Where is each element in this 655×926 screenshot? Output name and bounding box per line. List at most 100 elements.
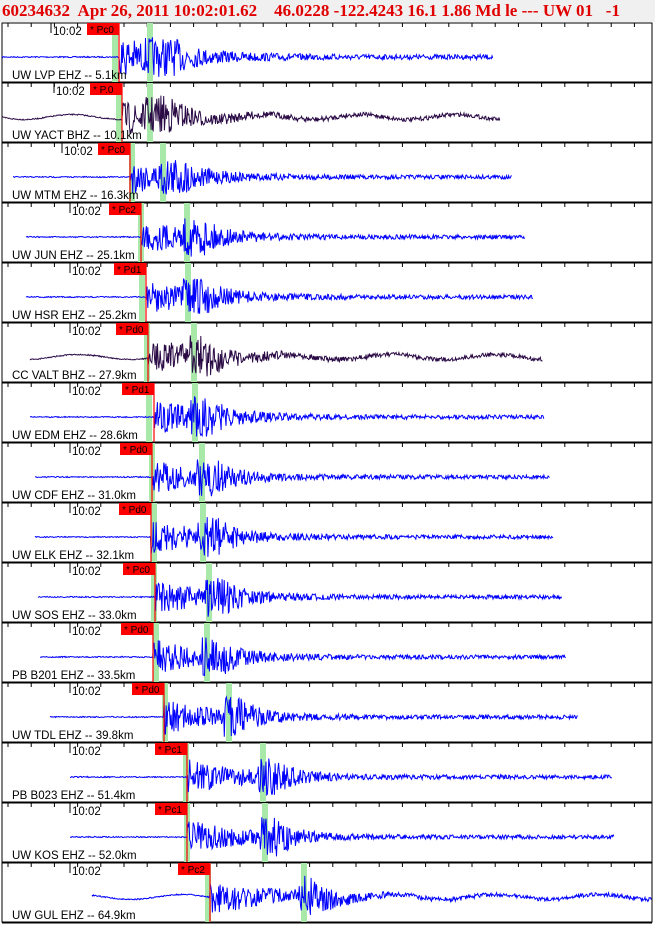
pick-label: * Pd1	[125, 385, 150, 396]
pick-label: * Pc1	[158, 805, 182, 816]
p-window-marker	[116, 83, 122, 142]
pick-label: * Pd0	[122, 505, 147, 516]
waveform-line	[34, 459, 550, 497]
trace-panel[interactable]: 10:02 * Pc0 UW SOS EHZ -- 33.0km	[1, 562, 653, 624]
p-window-marker	[205, 863, 211, 922]
s-window-marker	[147, 23, 153, 82]
panel-frame	[1, 502, 653, 563]
pick-flag[interactable]	[155, 803, 187, 815]
pick-flag[interactable]	[132, 683, 164, 695]
pick-label: * Pc2	[181, 865, 205, 876]
trace-panel[interactable]: 10:02 * Pc1 PB B023 EHZ -- 51.4km	[1, 742, 653, 804]
trace-panel[interactable]: 10:02 * Pd0 UW TDL EHZ -- 39.8km	[1, 682, 653, 744]
trace-panel[interactable]: 10:02 * Pd1 UW EDM EHZ -- 28.6km	[1, 382, 653, 444]
station-label: PB B023 EHZ -- 51.4km	[12, 790, 135, 802]
pick-label: * Pc0	[126, 565, 150, 576]
trace-panel[interactable]: 10:02 * Pd0 PB B201 EHZ -- 33.5km	[1, 622, 653, 684]
panel-frame	[1, 802, 653, 863]
station-label: UW ELK EHZ -- 32.1km	[12, 550, 134, 562]
station-label: UW KOS EHZ -- 52.0km	[12, 850, 137, 862]
pick-flag[interactable]	[121, 623, 153, 635]
waveform-line	[1, 95, 501, 135]
pick-flag[interactable]	[178, 863, 210, 875]
trace-panel[interactable]: 10:02 * Pd0 CC VALT BHZ -- 27.9km	[1, 322, 653, 384]
time-label: 10:02	[56, 86, 85, 98]
waveform-line	[25, 218, 525, 257]
station-label: UW JUN EHZ -- 25.1km	[12, 250, 135, 262]
pick-flag[interactable]	[155, 743, 187, 755]
s-window-marker	[160, 143, 166, 202]
time-label: 10:02	[72, 866, 101, 878]
time-label: 10:02	[53, 26, 82, 38]
waveform-line	[37, 577, 563, 617]
pick-label: * Pc0	[90, 25, 114, 36]
station-label: PB B201 EHZ -- 33.5km	[12, 670, 135, 682]
seismogram-panels: 10:02 * Pc0 UW LVP EHZ -- 5.1km 10:02 * P.0 U…	[1, 22, 653, 924]
pick-label: * Pd0	[123, 445, 148, 456]
pick-label: * Pc2	[112, 205, 136, 216]
p-window-marker	[146, 383, 152, 442]
pick-flag[interactable]	[90, 83, 122, 95]
waveform-line	[49, 695, 578, 737]
pick-label: * Pd0	[135, 685, 160, 696]
trace-panel[interactable]: 10:02 * Pd0 UW CDF EHZ -- 31.0km	[1, 442, 653, 504]
pick-flag[interactable]	[120, 443, 152, 455]
trace-panel[interactable]: 10:02 * Pc2 UW JUN EHZ -- 25.1km	[1, 202, 653, 264]
time-label: 10:02	[64, 146, 93, 158]
time-label: 10:02	[72, 446, 101, 458]
time-label: 10:02	[72, 506, 101, 518]
pick-label: * Pd0	[124, 625, 149, 636]
panel-frame	[1, 682, 653, 743]
time-label: 10:02	[72, 806, 101, 818]
pick-label: * Pc0	[101, 145, 125, 156]
waveform-line	[69, 758, 613, 796]
p-window-marker	[112, 23, 118, 82]
station-label: UW LVP EHZ -- 5.1km	[12, 70, 127, 82]
station-label: UW YACT BHZ -- 10.1km	[12, 130, 142, 142]
waveform-line	[40, 637, 566, 677]
trace-panel[interactable]: 10:02 * P.0 UW YACT BHZ -- 10.1km	[1, 82, 653, 144]
pick-flag[interactable]	[119, 503, 151, 515]
trace-panel[interactable]: 10:02 * Pd0 UW ELK EHZ -- 32.1km	[1, 502, 653, 564]
station-label: UW SOS EHZ -- 33.0km	[12, 610, 137, 622]
station-label: CC VALT BHZ -- 27.9km	[12, 370, 137, 382]
s-window-marker	[184, 203, 190, 262]
station-label: UW GUL EHZ -- 64.9km	[12, 910, 136, 922]
pick-flag[interactable]	[98, 143, 130, 155]
p-window-marker	[151, 563, 157, 622]
time-label: 10:02	[72, 206, 101, 218]
pick-flag[interactable]	[116, 323, 148, 335]
pick-flag[interactable]	[114, 263, 146, 275]
panel-frame	[1, 322, 653, 383]
trace-panel[interactable]: 10:02 * Pc2 UW GUL EHZ -- 64.9km	[1, 862, 653, 924]
pick-flag[interactable]	[87, 23, 119, 35]
trace-panel[interactable]: 10:02 * Pd1 UW HSR EHZ -- 25.2km	[1, 262, 653, 324]
waveform-line	[70, 817, 615, 857]
p-window-marker	[129, 143, 135, 202]
waveform-line	[29, 395, 545, 438]
waveform-line	[13, 160, 512, 195]
time-label: 10:02	[72, 746, 101, 758]
time-label: 10:02	[72, 386, 101, 398]
s-window-marker	[199, 443, 205, 502]
pick-label: * Pc1	[158, 745, 182, 756]
p-window-marker	[144, 323, 150, 382]
trace-panel[interactable]: 10:02 * Pc0 UW MTM EHZ -- 16.3km	[1, 142, 653, 204]
time-label: 10:02	[72, 566, 101, 578]
pick-flag[interactable]	[122, 383, 154, 395]
pick-flag[interactable]	[109, 203, 141, 215]
panel-frame	[1, 562, 653, 623]
waveform-line	[25, 278, 533, 314]
trace-panel[interactable]: 10:02 * Pc0 UW LVP EHZ -- 5.1km	[1, 22, 653, 84]
p-window-marker	[162, 683, 168, 742]
panel-frame	[1, 442, 653, 503]
time-label: 10:02	[72, 266, 101, 278]
s-window-marker	[191, 323, 197, 382]
pick-label: * Pd0	[119, 325, 144, 336]
station-label: UW CDF EHZ -- 31.0km	[12, 490, 136, 502]
pick-flag[interactable]	[123, 563, 155, 575]
p-window-marker	[139, 263, 145, 322]
trace-panel[interactable]: 10:02 * Pc1 UW KOS EHZ -- 52.0km	[1, 802, 653, 864]
waveform-line	[34, 517, 554, 557]
pick-label: * Pd1	[117, 265, 142, 276]
